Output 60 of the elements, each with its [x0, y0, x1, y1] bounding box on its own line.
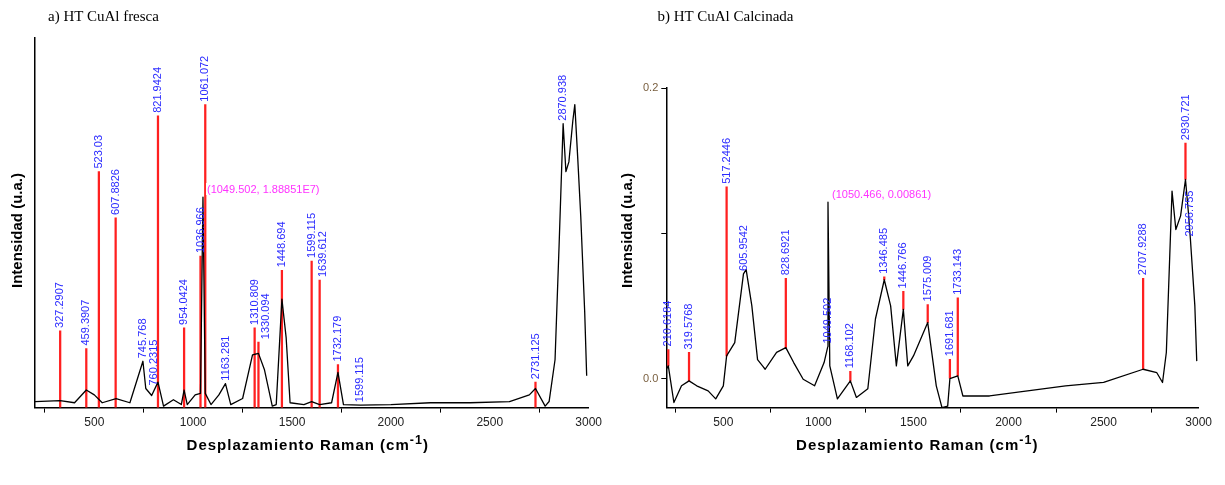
x-tick-label: 3000: [1184, 415, 1212, 430]
bar: [724, 186, 728, 357]
annotation: 327.2907: [53, 282, 66, 328]
annotation: 1168.102: [842, 323, 855, 369]
y-axis-title: Intensidad (u.a.): [8, 172, 26, 288]
annotation: 523.03: [91, 134, 104, 169]
annotation: 1448.694: [274, 221, 287, 268]
x-tick-label: 1000: [804, 415, 832, 430]
x-tick-label: 3000: [575, 415, 603, 430]
annotation: 2870.938: [556, 74, 569, 121]
annotation: 954.0424: [177, 279, 190, 325]
annotation: 1575.009: [920, 255, 933, 302]
x-tick-label: 2500: [476, 415, 504, 430]
bar: [534, 381, 537, 408]
annotation: 1061.072: [198, 55, 211, 102]
annotation: 1330.094: [258, 293, 271, 340]
bar: [1183, 142, 1187, 180]
x-tick-label: 1500: [899, 415, 927, 430]
annotation: 607.8826: [108, 169, 121, 215]
annotation: 1346.485: [876, 227, 889, 274]
chart-title: b) HT CuAl Calcinada: [656, 8, 795, 26]
annotation: 1446.766: [895, 242, 908, 289]
annotation: 1691.681: [942, 310, 955, 357]
annotation: 1599.115: [353, 357, 366, 403]
annotation: 319.5768: [681, 303, 694, 350]
annotation: 2707.9288: [1135, 223, 1148, 276]
annotation: 459.3907: [79, 299, 92, 346]
annotation: 1310.809: [247, 279, 260, 325]
annotation: 760.2315: [146, 339, 159, 386]
x-tick-label: 1000: [179, 415, 207, 430]
annotation: 1639.612: [315, 231, 328, 278]
annotation: 1036.966: [193, 207, 206, 254]
x-tick-label: 500: [712, 415, 734, 430]
y-tick-label: 0.0: [642, 371, 658, 384]
x-tick-label: 2000: [994, 415, 1022, 430]
annotation: 1599.115: [304, 212, 317, 258]
y-tick-label: 0.2: [642, 81, 658, 94]
annotation: 2930.721: [1178, 94, 1191, 141]
x-axis-title: Desplazamiento Raman (cm$^{-1}$): [185, 433, 430, 453]
x-tick-label: 2000: [377, 415, 405, 430]
annotation: (1049.502, 1.88851E7): [206, 182, 320, 195]
chart-title: a) HT CuAl fresca: [47, 8, 160, 26]
annotation: 2956.755: [1182, 190, 1195, 237]
annotation: 1049.502: [820, 297, 833, 344]
x-tick-label: 500: [84, 415, 105, 430]
y-axis-title: Intensidad (u.a.): [617, 172, 636, 288]
annotation: 2731.125: [528, 333, 541, 380]
annotation: 517.2446: [719, 137, 732, 184]
annotation: 828.6921: [778, 229, 791, 276]
x-tick-label: 1500: [278, 415, 306, 430]
annotation: 210.6184: [660, 300, 673, 347]
annotation: 1733.143: [950, 248, 963, 295]
annotation: 745.768: [135, 318, 148, 359]
annotation: 1163.281: [218, 335, 231, 381]
annotation: (1050.466, 0.00861): [831, 187, 931, 200]
annotation: 821.9424: [151, 66, 164, 113]
annotation: 605.9542: [736, 225, 749, 271]
annotation: 1732.179: [330, 315, 343, 362]
x-axis-title: Desplazamiento Raman (cm$^{-1}$): [795, 433, 1040, 453]
x-tick-label: 2500: [1089, 415, 1117, 430]
